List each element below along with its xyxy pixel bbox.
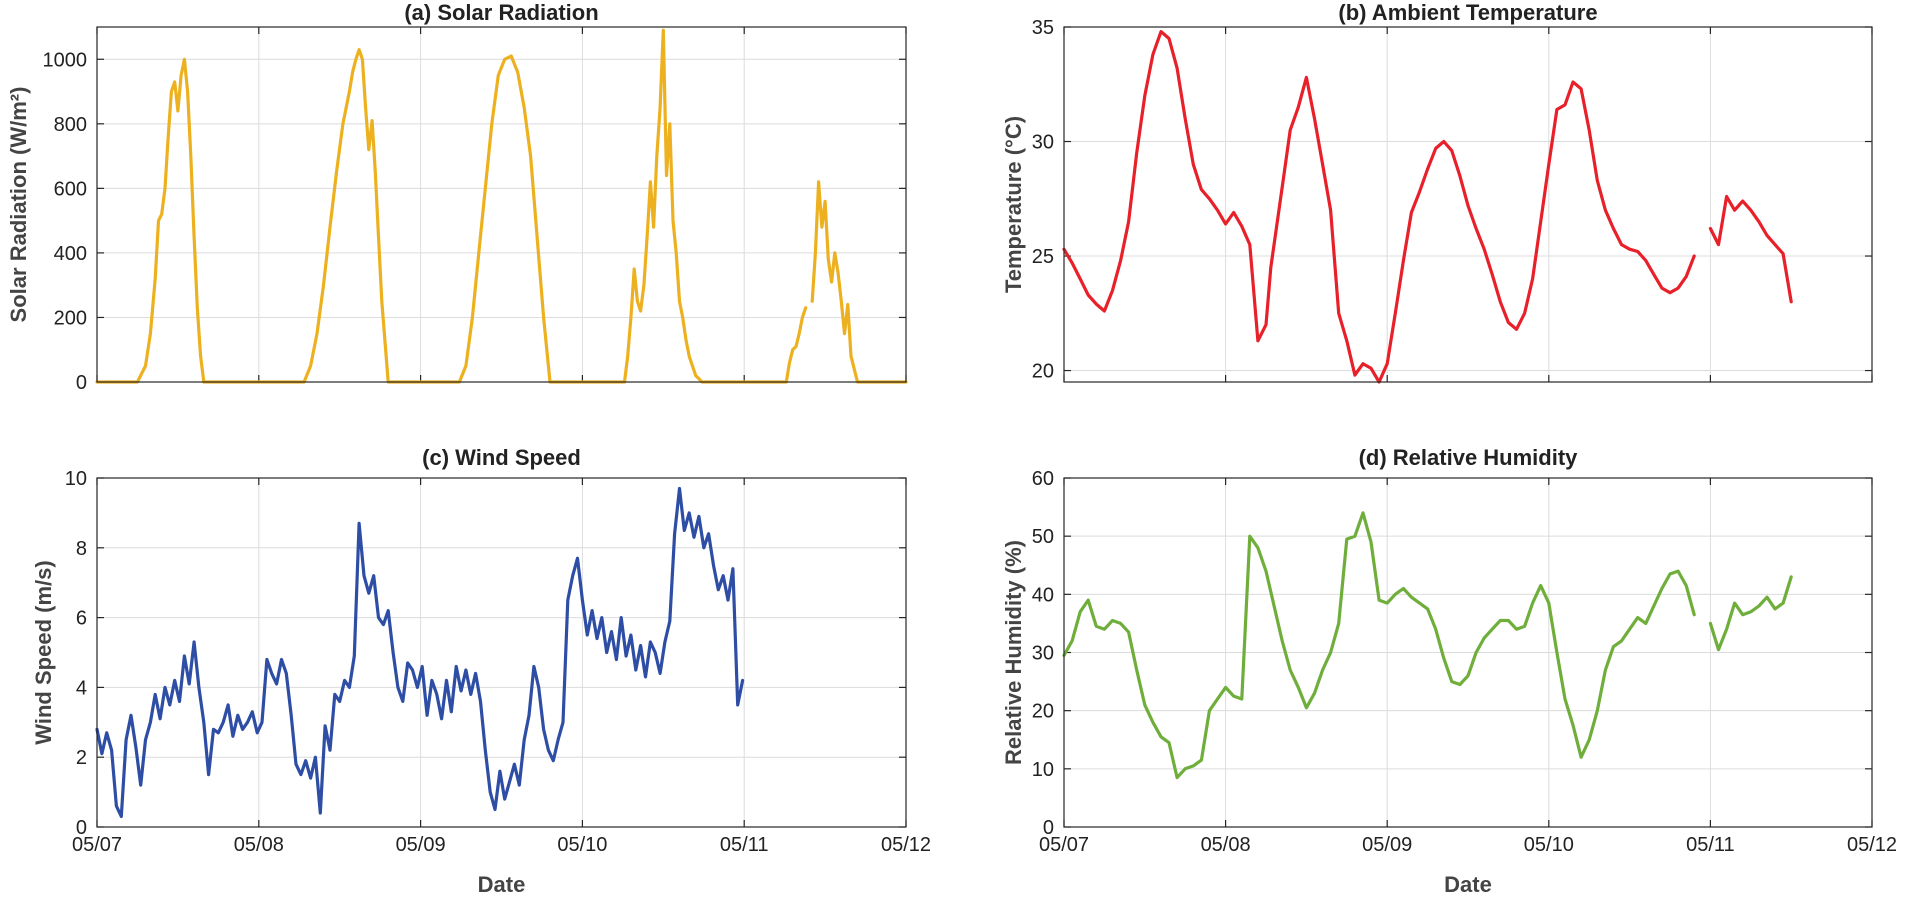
axes-frame (1063, 26, 1873, 383)
x-tick-label: 05/12 (1847, 834, 1897, 856)
y-tick-label: 600 (54, 178, 87, 200)
panel-relative-humidity: 05/07 05/08 05/09 05/10 05/11 05/12 0 10 20 30 40 5… (1001, 445, 1897, 897)
y-tick-label: 8 (76, 538, 87, 560)
x-axis-label: Date (478, 872, 526, 897)
y-tick-label: 50 (1032, 526, 1054, 548)
plot-area (97, 478, 906, 827)
y-tick-label: 200 (54, 307, 87, 329)
y-tick-label: 400 (54, 243, 87, 265)
y-tick-label: 30 (1032, 643, 1054, 665)
x-tick-label: 05/12 (881, 834, 931, 856)
x-tick-label: 05/09 (1362, 834, 1412, 856)
chart-title: (b) Ambient Temperature (1338, 0, 1597, 25)
panel-ambient-temperature: 20 25 30 35 (b) Ambient Temperature Temperatu… (1001, 0, 1873, 384)
chart-title: (d) Relative Humidity (1359, 445, 1579, 470)
axes-frame (96, 477, 907, 828)
y-tick-label: 10 (65, 468, 87, 490)
x-tick-label: 05/11 (720, 834, 769, 856)
y-tick-label: 0 (76, 817, 87, 839)
y-tick-label: 20 (1032, 361, 1054, 383)
y-tick-label: 6 (76, 608, 87, 630)
x-tick-label: 05/09 (396, 834, 446, 856)
x-axis-label: Date (1444, 872, 1492, 897)
axes-frame (96, 26, 907, 383)
y-tick-label: 40 (1032, 584, 1054, 606)
x-tick-label: 05/11 (1686, 834, 1735, 856)
chart-title: (c) Wind Speed (422, 445, 581, 470)
series-line-temperature (1062, 30, 1793, 384)
y-tick-label: 30 (1032, 132, 1054, 154)
panel-wind-speed: 05/07 05/08 05/09 05/10 05/11 05/12 0 2 4 6 8 10 (c)… (31, 445, 931, 897)
y-tick-label: 0 (76, 372, 87, 394)
y-axis-label: Wind Speed (m/s) (31, 560, 56, 744)
chart-title: (a) Solar Radiation (404, 0, 598, 25)
y-tick-label: 2 (76, 747, 87, 769)
y-axis-label: Solar Radiation (W/m²) (6, 87, 31, 323)
y-tick-label: 1000 (43, 49, 88, 71)
y-axis-label: Temperature (°C) (1001, 116, 1026, 293)
x-tick-label: 05/08 (1201, 834, 1251, 856)
y-tick-label: 25 (1032, 246, 1054, 268)
y-tick-label: 10 (1032, 759, 1054, 781)
y-axis-label: Relative Humidity (%) (1001, 540, 1026, 765)
series-line-humidity (1062, 511, 1793, 780)
series-line-wind (95, 486, 745, 819)
y-tick-label: 20 (1032, 701, 1054, 723)
x-tick-label: 05/07 (72, 834, 122, 856)
x-tick-label: 05/10 (557, 834, 607, 856)
x-tick-label: 05/10 (1524, 834, 1574, 856)
plot-area (97, 27, 906, 382)
y-tick-label: 0 (1043, 817, 1054, 839)
y-tick-label: 4 (76, 677, 87, 699)
axes-frame (1063, 477, 1873, 828)
panel-solar-radiation: 0 200 400 600 800 1000 (a) Solar Radiation Sola… (6, 0, 908, 394)
y-tick-label: 800 (54, 114, 87, 136)
y-tick-label: 35 (1032, 17, 1054, 39)
y-tick-label: 60 (1032, 468, 1054, 490)
x-tick-label: 05/07 (1039, 834, 1089, 856)
x-tick-label: 05/08 (234, 834, 284, 856)
